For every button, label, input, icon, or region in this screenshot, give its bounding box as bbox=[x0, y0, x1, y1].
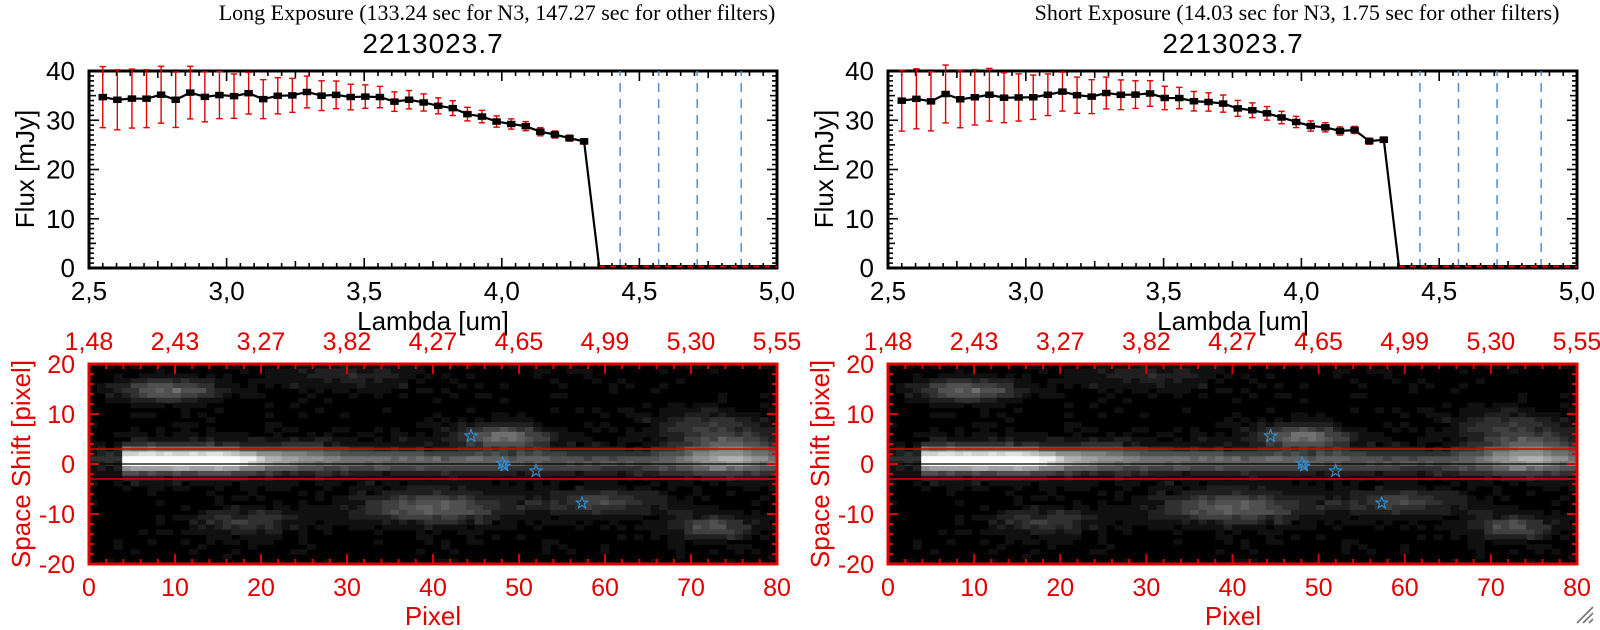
svg-text:Pixel: Pixel bbox=[405, 601, 461, 630]
svg-text:4,0: 4,0 bbox=[1283, 276, 1319, 306]
svg-text:10: 10 bbox=[845, 204, 874, 234]
svg-text:10: 10 bbox=[846, 401, 874, 429]
svg-text:10: 10 bbox=[47, 401, 75, 429]
svg-text:3,0: 3,0 bbox=[1008, 276, 1044, 306]
svg-text:4,65: 4,65 bbox=[495, 328, 544, 356]
svg-text:80: 80 bbox=[763, 574, 791, 602]
svg-text:2,43: 2,43 bbox=[950, 328, 999, 356]
svg-text:4,65: 4,65 bbox=[1294, 328, 1343, 356]
svg-text:0: 0 bbox=[860, 451, 874, 479]
svg-text:60: 60 bbox=[591, 574, 619, 602]
svg-text:5,0: 5,0 bbox=[759, 276, 795, 306]
svg-text:70: 70 bbox=[677, 574, 705, 602]
svg-text:0: 0 bbox=[82, 574, 96, 602]
svg-text:-10: -10 bbox=[838, 501, 874, 529]
svg-text:40: 40 bbox=[845, 56, 874, 86]
svg-text:3,5: 3,5 bbox=[1146, 276, 1182, 306]
svg-text:30: 30 bbox=[1132, 574, 1160, 602]
svg-text:Space Shift [pixel]: Space Shift [pixel] bbox=[6, 360, 36, 568]
svg-text:3,0: 3,0 bbox=[209, 276, 245, 306]
svg-text:5,30: 5,30 bbox=[667, 328, 716, 356]
svg-text:3,5: 3,5 bbox=[346, 276, 382, 306]
svg-text:0: 0 bbox=[61, 253, 75, 283]
svg-text:50: 50 bbox=[1305, 574, 1333, 602]
svg-text:2,5: 2,5 bbox=[870, 276, 906, 306]
svg-text:3,27: 3,27 bbox=[237, 328, 286, 356]
svg-text:30: 30 bbox=[46, 105, 75, 135]
svg-text:3,82: 3,82 bbox=[323, 328, 372, 356]
svg-text:0: 0 bbox=[61, 451, 75, 479]
svg-text:10: 10 bbox=[46, 204, 75, 234]
svg-text:2,43: 2,43 bbox=[151, 328, 200, 356]
svg-text:3,82: 3,82 bbox=[1122, 328, 1171, 356]
svg-text:Flux [mJy]: Flux [mJy] bbox=[10, 110, 40, 228]
svg-text:40: 40 bbox=[1219, 574, 1247, 602]
svg-text:Pixel: Pixel bbox=[1205, 601, 1261, 630]
svg-text:5,55: 5,55 bbox=[1553, 328, 1600, 356]
svg-text:4,27: 4,27 bbox=[409, 328, 458, 356]
svg-text:40: 40 bbox=[46, 56, 75, 86]
svg-text:Flux [mJy]: Flux [mJy] bbox=[809, 110, 839, 228]
svg-text:10: 10 bbox=[960, 574, 988, 602]
svg-text:10: 10 bbox=[161, 574, 189, 602]
svg-text:2213023.7: 2213023.7 bbox=[1162, 28, 1303, 59]
svg-text:2213023.7: 2213023.7 bbox=[362, 28, 503, 59]
svg-text:20: 20 bbox=[247, 574, 275, 602]
svg-text:5,55: 5,55 bbox=[753, 328, 802, 356]
svg-text:40: 40 bbox=[419, 574, 447, 602]
svg-text:Space Shift [pixel]: Space Shift [pixel] bbox=[805, 360, 835, 568]
svg-text:4,5: 4,5 bbox=[1421, 276, 1457, 306]
svg-text:20: 20 bbox=[46, 155, 75, 185]
svg-text:1,48: 1,48 bbox=[65, 328, 114, 356]
svg-text:5,0: 5,0 bbox=[1559, 276, 1595, 306]
svg-text:1,48: 1,48 bbox=[864, 328, 913, 356]
svg-text:4,99: 4,99 bbox=[581, 328, 630, 356]
svg-text:2,5: 2,5 bbox=[71, 276, 107, 306]
svg-text:30: 30 bbox=[845, 105, 874, 135]
svg-text:-20: -20 bbox=[838, 551, 874, 579]
svg-text:20: 20 bbox=[845, 155, 874, 185]
svg-text:-10: -10 bbox=[39, 501, 75, 529]
svg-text:5,30: 5,30 bbox=[1467, 328, 1516, 356]
svg-text:4,5: 4,5 bbox=[621, 276, 657, 306]
svg-text:4,27: 4,27 bbox=[1208, 328, 1257, 356]
svg-text:Long Exposure (133.24 sec for: Long Exposure (133.24 sec for N3, 147.27… bbox=[219, 0, 776, 25]
svg-text:4,99: 4,99 bbox=[1380, 328, 1429, 356]
svg-text:Short Exposure (14.03 sec for: Short Exposure (14.03 sec for N3, 1.75 s… bbox=[1035, 0, 1560, 25]
svg-text:-20: -20 bbox=[39, 551, 75, 579]
svg-text:70: 70 bbox=[1477, 574, 1505, 602]
svg-text:80: 80 bbox=[1563, 574, 1591, 602]
svg-text:4,0: 4,0 bbox=[484, 276, 520, 306]
svg-text:0: 0 bbox=[881, 574, 895, 602]
svg-text:30: 30 bbox=[333, 574, 361, 602]
svg-text:0: 0 bbox=[860, 253, 874, 283]
svg-text:50: 50 bbox=[505, 574, 533, 602]
svg-text:60: 60 bbox=[1391, 574, 1419, 602]
svg-text:3,27: 3,27 bbox=[1036, 328, 1085, 356]
svg-text:20: 20 bbox=[1046, 574, 1074, 602]
